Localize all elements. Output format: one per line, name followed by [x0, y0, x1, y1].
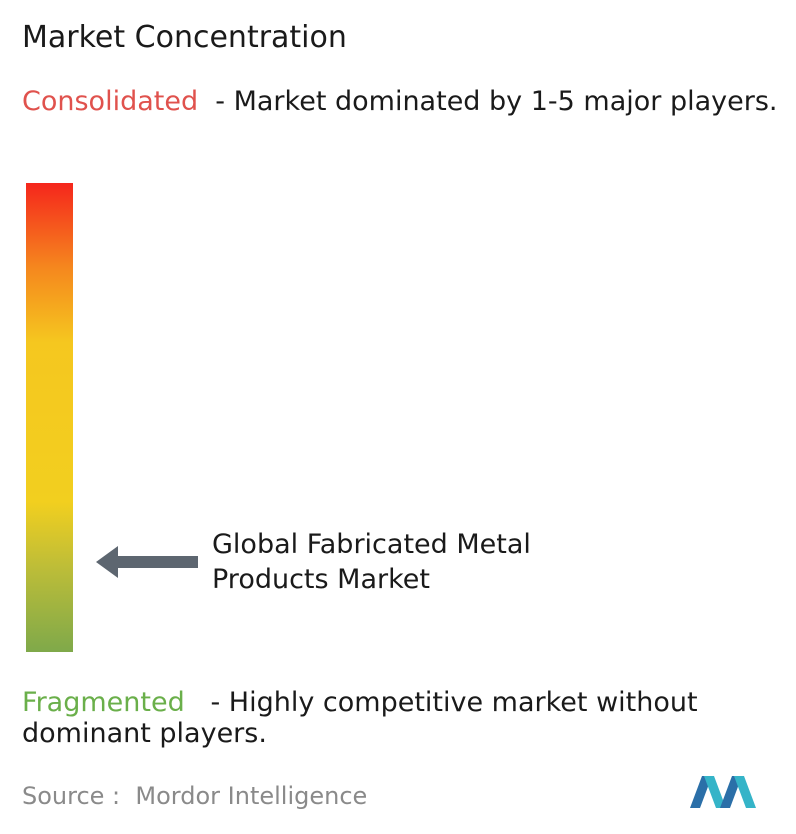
fragmented-description: - Highly competitive market without domi… — [22, 687, 707, 749]
logo-part — [690, 776, 712, 808]
gradient-bar — [26, 183, 73, 652]
consolidated-label: Consolidated — [22, 86, 199, 117]
fragmented-row: Fragmented - Highly competitive market w… — [22, 687, 792, 749]
logo-part — [720, 776, 742, 808]
logo — [690, 776, 756, 808]
logo-part — [734, 776, 756, 808]
arrow-shape — [96, 546, 198, 578]
market-label: Global Fabricated Metal Products Market — [212, 529, 531, 595]
logo-part — [704, 776, 726, 808]
arrow — [96, 546, 198, 578]
source: Source : Mordor Intelligence — [22, 782, 368, 810]
fragmented-label: Fragmented — [22, 687, 185, 718]
consolidated-description: - Market dominated by 1-5 major players. — [215, 86, 778, 117]
consolidated-row: Consolidated - Market dominated by 1-5 m… — [22, 86, 792, 117]
title: Market Concentration — [22, 20, 347, 55]
